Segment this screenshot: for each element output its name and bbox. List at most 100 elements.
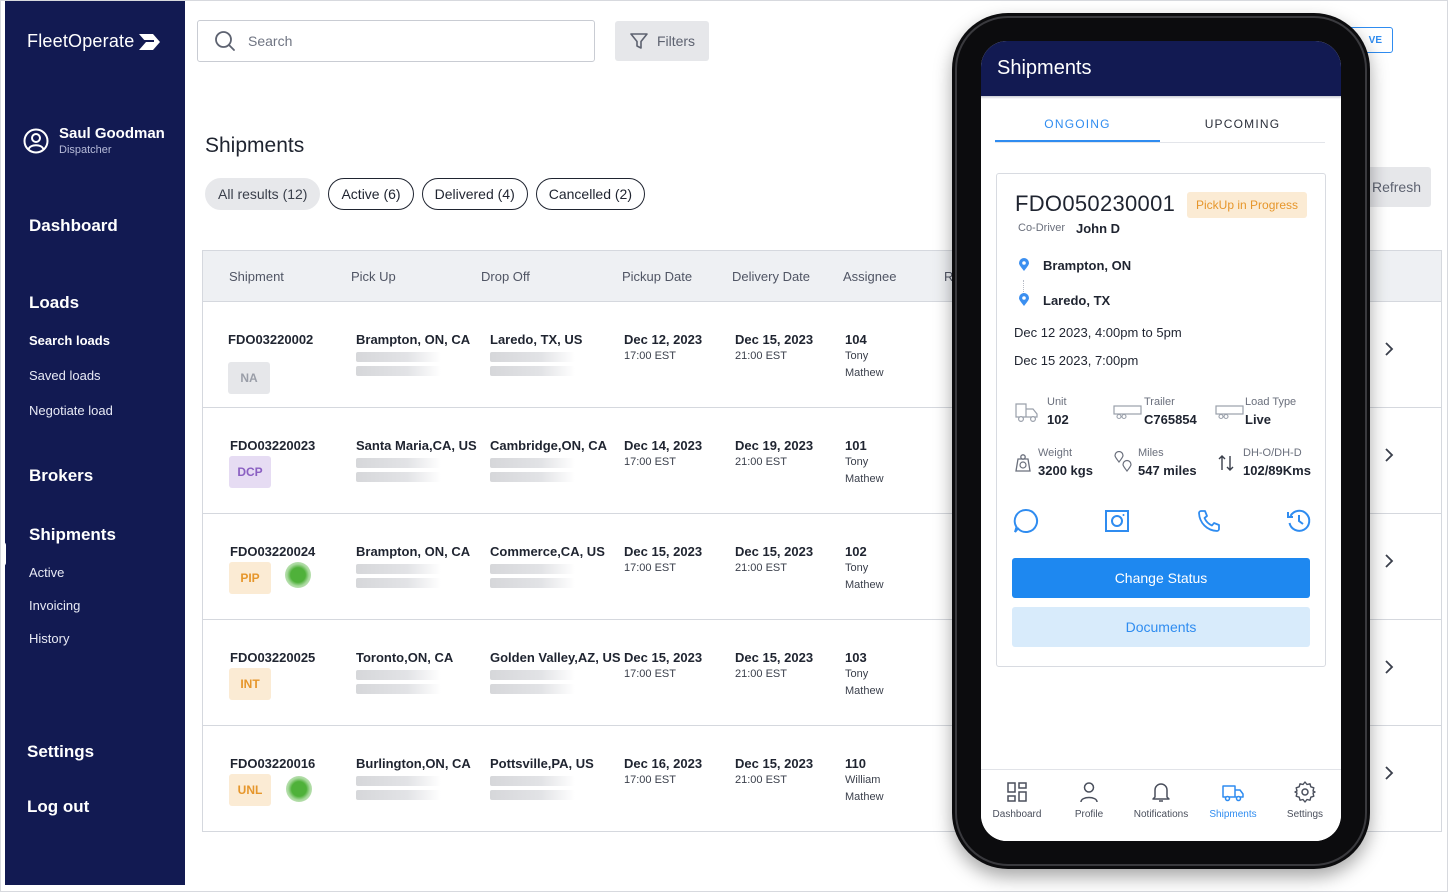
page-title: Shipments bbox=[205, 134, 305, 157]
load-type-value: Live bbox=[1245, 412, 1272, 427]
bottom-nav-dashboard[interactable]: Dashboard bbox=[981, 770, 1053, 841]
redacted-text bbox=[356, 670, 441, 680]
chip-all-results[interactable]: All results (12) bbox=[205, 178, 321, 210]
assignee-last-name: Mathew bbox=[845, 367, 884, 379]
bottom-nav-settings-label: Settings bbox=[1286, 809, 1324, 820]
tab-ongoing[interactable]: ONGOING bbox=[995, 111, 1160, 142]
col-delivery-date[interactable]: Delivery Date bbox=[732, 269, 811, 284]
table-row[interactable]: FDO03220002 NA Brampton, ON, CA Laredo, … bbox=[203, 302, 1441, 408]
nav-shipments-history[interactable]: History bbox=[29, 631, 70, 646]
mobile-screen: Shipments ONGOING UPCOMING FDO050230001 … bbox=[981, 41, 1341, 841]
tab-upcoming[interactable]: UPCOMING bbox=[1204, 117, 1281, 131]
user-profile[interactable]: Saul Goodman Dispatcher bbox=[23, 125, 165, 156]
destination-pin-icon bbox=[1019, 293, 1029, 306]
nav-settings[interactable]: Settings bbox=[27, 742, 95, 761]
status-badge: DCP bbox=[229, 456, 271, 488]
col-pickup-date[interactable]: Pickup Date bbox=[622, 269, 693, 284]
codriver-name: John D bbox=[1076, 221, 1121, 236]
mobile-app-title: Shipments bbox=[997, 57, 1092, 79]
assignee-last-name: Mathew bbox=[845, 791, 884, 803]
brand-logo[interactable]: FleetOperate bbox=[27, 31, 162, 52]
redacted-text bbox=[356, 352, 441, 362]
redacted-text bbox=[490, 670, 575, 680]
mobile-app-bar: Shipments bbox=[981, 41, 1341, 96]
nav-saved-loads[interactable]: Saved loads bbox=[29, 368, 101, 383]
col-r[interactable]: R bbox=[944, 269, 954, 284]
table-row[interactable]: FDO03220016 UNL Burlington,ON, CA Pottsv… bbox=[203, 726, 1441, 832]
pickup-time: 17:00 EST bbox=[624, 562, 676, 574]
shipment-id[interactable]: FDO03220016 bbox=[230, 756, 316, 771]
shipment-id[interactable]: FDO03220024 bbox=[230, 544, 316, 559]
chevron-right-icon[interactable] bbox=[1383, 448, 1395, 462]
nav-negotiate-load[interactable]: Negotiate load bbox=[29, 403, 113, 418]
trailer-icon bbox=[1113, 405, 1142, 420]
chevron-right-icon[interactable] bbox=[1383, 554, 1395, 568]
shipment-id[interactable]: FDO03220002 bbox=[228, 332, 314, 347]
bottom-nav-dashboard-label: Dashboard bbox=[992, 809, 1042, 820]
nav-shipments-invoicing[interactable]: Invoicing bbox=[29, 598, 81, 613]
weight-value: 3200 kgs bbox=[1038, 463, 1093, 478]
camera-icon[interactable] bbox=[1104, 508, 1130, 534]
origin-location: Brampton, ON bbox=[1043, 258, 1132, 273]
nav-search-loads[interactable]: Search loads bbox=[29, 333, 110, 348]
chevron-right-icon[interactable] bbox=[1383, 342, 1395, 356]
redacted-text bbox=[356, 776, 441, 786]
nav-shipments[interactable]: Shipments bbox=[29, 525, 116, 544]
table-row[interactable]: FDO03220025 INT Toronto,ON, CA Golden Va… bbox=[203, 620, 1441, 726]
nav-loads[interactable]: Loads bbox=[29, 293, 80, 312]
phone-call-icon[interactable] bbox=[1196, 508, 1222, 534]
bottom-nav-profile-label: Profile bbox=[1074, 809, 1104, 820]
search-box[interactable] bbox=[197, 20, 595, 62]
pickup-location: Santa Maria,CA, US bbox=[356, 438, 477, 453]
table-row[interactable]: FDO03220024 PIP Brampton, ON, CA Commerc… bbox=[203, 514, 1441, 620]
filters-button[interactable]: Filters bbox=[615, 21, 709, 61]
app-bar-shadow bbox=[981, 96, 1341, 99]
live-indicator-dot bbox=[286, 776, 312, 802]
col-dropoff[interactable]: Drop Off bbox=[481, 269, 530, 284]
col-pickup[interactable]: Pick Up bbox=[351, 269, 396, 284]
active-nav-marker bbox=[1, 542, 6, 566]
miles-route-icon bbox=[1114, 451, 1132, 472]
col-shipment[interactable]: Shipment bbox=[229, 269, 284, 284]
col-assignee[interactable]: Assignee bbox=[843, 269, 897, 284]
dropoff-location: Cambridge,ON, CA bbox=[490, 438, 608, 453]
bottom-nav-shipments-label: Shipments bbox=[1209, 809, 1257, 820]
dh-label: DH-O/DH-D bbox=[1243, 447, 1302, 459]
search-input[interactable] bbox=[248, 33, 548, 49]
truck-icon bbox=[1222, 785, 1244, 802]
phone-rim bbox=[955, 16, 1367, 866]
nav-brokers[interactable]: Brokers bbox=[29, 466, 94, 485]
dropoff-location: Laredo, TX, US bbox=[490, 332, 583, 347]
live-indicator-dot bbox=[285, 562, 311, 588]
shipment-id[interactable]: FDO03220025 bbox=[230, 650, 316, 665]
chat-icon[interactable] bbox=[1013, 508, 1039, 534]
unit-value: 102 bbox=[1047, 412, 1069, 427]
bottom-nav-profile[interactable]: Profile bbox=[1053, 770, 1125, 841]
bottom-nav-shipments[interactable]: Shipments bbox=[1197, 770, 1269, 841]
nav-shipments-active[interactable]: Active bbox=[29, 565, 65, 580]
table-row[interactable]: FDO03220023 DCP Santa Maria,CA, US Cambr… bbox=[203, 408, 1441, 514]
history-icon[interactable] bbox=[1286, 508, 1312, 534]
documents-button[interactable]: Documents bbox=[1012, 607, 1310, 647]
dh-arrows-icon bbox=[1218, 455, 1234, 471]
chevron-right-icon[interactable] bbox=[1383, 660, 1395, 674]
change-status-button[interactable]: Change Status bbox=[1012, 558, 1310, 598]
nav-dashboard[interactable]: Dashboard bbox=[29, 216, 118, 235]
delivery-date: Dec 15, 2023 bbox=[735, 756, 814, 771]
redacted-text bbox=[356, 684, 441, 694]
load-type-icon bbox=[1215, 405, 1244, 420]
bottom-nav-notifications[interactable]: Notifications bbox=[1125, 770, 1197, 841]
assignee-last-name: Mathew bbox=[845, 473, 884, 485]
destination-location: Laredo, TX bbox=[1043, 293, 1111, 308]
chevron-right-icon[interactable] bbox=[1383, 766, 1395, 780]
shipment-id[interactable]: FDO03220023 bbox=[230, 438, 316, 453]
chip-cancelled[interactable]: Cancelled (2) bbox=[535, 178, 645, 210]
bottom-nav-settings[interactable]: Settings bbox=[1269, 770, 1341, 841]
chip-active[interactable]: Active (6) bbox=[328, 178, 414, 210]
pickup-time: 17:00 EST bbox=[624, 774, 676, 786]
shipment-card[interactable]: FDO050230001 PickUp in Progress Co-Drive… bbox=[996, 173, 1326, 667]
pickup-time: 17:00 EST bbox=[624, 350, 676, 362]
trailer-value: C765854 bbox=[1144, 412, 1197, 427]
chip-delivered[interactable]: Delivered (4) bbox=[421, 178, 528, 210]
nav-logout[interactable]: Log out bbox=[27, 797, 90, 816]
